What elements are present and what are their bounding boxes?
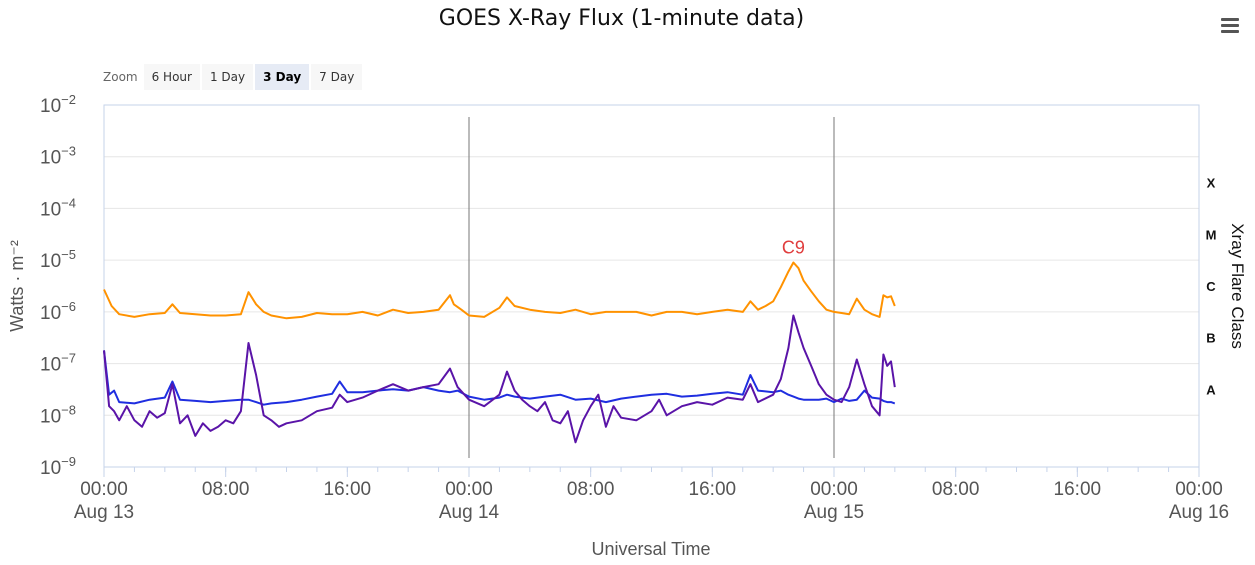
x-tick-label: 08:00 [567, 479, 615, 500]
x-tick-label: 16:00 [689, 479, 737, 500]
x-tick-label: 00:00 [445, 479, 493, 500]
zoom-6-hour-button[interactable]: 6 Hour [143, 64, 200, 90]
x-tick-label: 00:00 [1175, 479, 1223, 500]
right-axis-title: Xray Flare Class [1228, 223, 1247, 349]
y-tick-label: 10−5 [40, 247, 76, 272]
flare-class-label: X [1207, 176, 1216, 191]
flare-annotation-label: C9 [782, 238, 805, 258]
y-tick-label: 10−6 [40, 299, 76, 324]
x-tick-label: 00:00 [810, 479, 858, 500]
x-tick-label: 08:00 [932, 479, 980, 500]
zoom-7-day-button[interactable]: 7 Day [311, 64, 363, 90]
x-tick-label: 08:00 [202, 479, 250, 500]
x-tick-date-label: Aug 13 [74, 502, 134, 523]
flare-class-label: C [1206, 279, 1216, 294]
y-tick-label: 10−3 [40, 144, 76, 169]
plot-area-border [103, 104, 1200, 468]
y-tick-label: 10−2 [40, 92, 76, 117]
x-tick-label: 16:00 [324, 479, 372, 500]
hamburger-menu-icon[interactable] [1216, 12, 1244, 38]
series-line-2 [103, 350, 896, 406]
y-axis: 10−9 10−8 10−7 10−6 10−5 10−4 10−3 10−2 [40, 92, 76, 479]
chart-title: GOES X-Ray Flux (1-minute data) [438, 6, 805, 31]
grid-layer [104, 104, 1199, 468]
flare-class-axis: A B C M X [1206, 176, 1217, 398]
flare-class-label: M [1206, 227, 1217, 242]
x-axis-title: Universal Time [591, 539, 710, 559]
x-tick-date-label: Aug 15 [804, 502, 864, 523]
zoom-3-day-button[interactable]: 3 Day [255, 64, 310, 90]
y-axis-title: Watts · m⁻² [7, 240, 27, 332]
y-tick-label: 10−8 [40, 402, 76, 427]
zoom-selector: Zoom 6 Hour 1 Day 3 Day 7 Day [103, 64, 364, 90]
zoom-1-day-button[interactable]: 1 Day [201, 64, 254, 90]
annotation-layer: C9 [782, 238, 805, 258]
x-tick-label: 00:00 [80, 479, 128, 500]
series-line-3 [103, 314, 896, 444]
series-layer [103, 261, 896, 444]
series-line-1 [103, 261, 896, 320]
x-tick-date-label: Aug 16 [1169, 502, 1229, 523]
y-tick-label: 10−7 [40, 351, 76, 376]
y-tick-label: 10−9 [40, 454, 76, 479]
zoom-label: Zoom [103, 70, 138, 84]
flare-class-label: A [1206, 382, 1216, 397]
day-divider-layer [468, 117, 835, 458]
x-tick-date-label: Aug 14 [439, 502, 500, 523]
x-tick-label: 16:00 [1054, 479, 1102, 500]
flare-class-label: B [1206, 331, 1215, 346]
y-tick-label: 10−4 [40, 195, 76, 220]
